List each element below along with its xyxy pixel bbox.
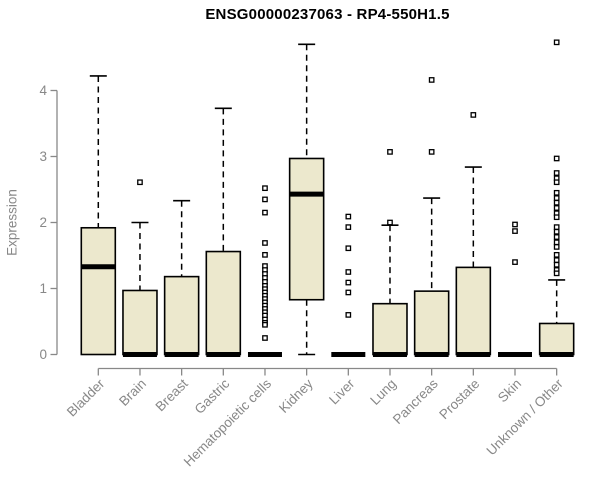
y-tick-label: 0 [39, 347, 47, 362]
outlier-point [553, 155, 560, 162]
outlier-point [345, 269, 352, 275]
box-group-skin [498, 221, 532, 357]
outlier-point [553, 214, 560, 221]
iqr-box [455, 266, 492, 356]
outlier-point [553, 224, 560, 230]
x-tick-label-unknown-other: Unknown / Other [484, 376, 567, 459]
iqr-box [288, 157, 325, 301]
box-group-lung [372, 149, 408, 357]
x-tick-label-pancreas: Pancreas [390, 376, 441, 427]
x-tick-label-bladder: Bladder [64, 376, 108, 420]
outlier-point [345, 245, 352, 252]
box-group-brain [122, 179, 158, 357]
outlier-point [345, 289, 352, 296]
iqr-box [122, 289, 158, 356]
iqr-box [538, 322, 575, 356]
box-group-bladder [80, 75, 117, 356]
box-group-unknown-other [538, 39, 575, 357]
x-tick-label-liver: Liver [326, 376, 358, 408]
x-tick-label-gastric: Gastric [192, 376, 233, 417]
box-group-liver [331, 213, 366, 357]
x-tick-label-kidney: Kidney [276, 376, 316, 416]
outlier-point [345, 279, 352, 286]
box-group-prostate [455, 112, 492, 357]
x-tick-label-prostate: Prostate [436, 376, 482, 422]
outlier-point [137, 179, 143, 186]
box-group-kidney [288, 43, 325, 356]
outlier-point [262, 185, 268, 192]
outlier-point [345, 224, 352, 230]
y-tick-label: 2 [39, 215, 47, 230]
iqr-box [205, 250, 242, 356]
y-tick-label: 3 [39, 149, 47, 164]
outlier-point [262, 251, 268, 258]
outlier-point [553, 39, 560, 46]
outlier-point [553, 205, 560, 211]
y-tick-label: 1 [39, 281, 47, 296]
outlier-point [345, 312, 352, 318]
outlier-point [553, 261, 560, 268]
outlier-point [387, 219, 393, 226]
outlier-point [262, 240, 268, 246]
outlier-point [553, 239, 560, 246]
iqr-box [80, 226, 117, 356]
outlier-point [553, 234, 560, 240]
outlier-point [553, 195, 560, 201]
outlier-point [553, 170, 560, 176]
outlier-point [553, 251, 560, 258]
outlier-point [470, 112, 477, 118]
iqr-box [413, 290, 450, 356]
outlier-point [553, 244, 560, 250]
x-tick-label-skin: Skin [495, 376, 524, 405]
x-tick-label-lung: Lung [367, 376, 399, 408]
outlier-point [553, 228, 560, 235]
outlier-point [387, 149, 393, 155]
box-group-gastric [205, 107, 242, 357]
outlier-point [553, 189, 560, 196]
box-group-pancreas [413, 77, 450, 357]
outlier-point [512, 228, 518, 234]
outlier-point [428, 149, 435, 155]
outlier-point [262, 321, 268, 328]
chart-title: ENSG00000237063 - RP4-550H1.5 [205, 6, 450, 23]
outlier-point [553, 199, 560, 206]
iqr-box [372, 302, 408, 356]
y-tick-label: 4 [39, 83, 47, 98]
outlier-point [553, 257, 560, 263]
outlier-point [512, 221, 518, 228]
outlier-point [262, 209, 268, 216]
outlier-point [428, 77, 435, 83]
x-tick-label-brain: Brain [116, 376, 149, 409]
box-group-hematopoietic-cells [247, 185, 282, 357]
outlier-point [262, 335, 268, 341]
x-tick-label-breast: Breast [153, 376, 191, 414]
outlier-point [553, 179, 560, 186]
outlier-point [553, 270, 560, 277]
outlier-point [512, 259, 518, 265]
outlier-point [345, 213, 352, 220]
outlier-point [262, 196, 268, 203]
iqr-box [163, 275, 200, 356]
box-group-breast [163, 199, 200, 357]
